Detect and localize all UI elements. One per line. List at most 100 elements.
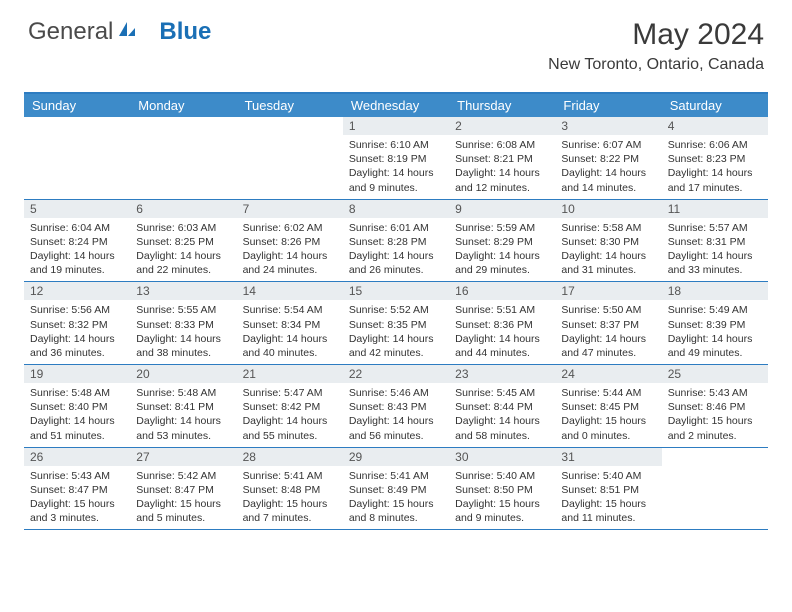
day-number: 20 [130, 365, 236, 383]
day-number: 12 [24, 282, 130, 300]
day-header: Sunday [24, 94, 130, 117]
day-body: Sunrise: 6:01 AMSunset: 8:28 PMDaylight:… [343, 218, 449, 282]
logo-text-general: General [28, 18, 113, 46]
logo-sail-icon [117, 20, 137, 45]
day-number: 11 [662, 200, 768, 218]
day-header: Tuesday [237, 94, 343, 117]
day-number: 25 [662, 365, 768, 383]
day-cell: 2Sunrise: 6:08 AMSunset: 8:21 PMDaylight… [449, 117, 555, 199]
day-header: Monday [130, 94, 236, 117]
day-number: 15 [343, 282, 449, 300]
day-cell: 26Sunrise: 5:43 AMSunset: 8:47 PMDayligh… [24, 448, 130, 530]
day-number: 23 [449, 365, 555, 383]
day-number: 19 [24, 365, 130, 383]
day-number: 28 [237, 448, 343, 466]
day-cell: 16Sunrise: 5:51 AMSunset: 8:36 PMDayligh… [449, 282, 555, 364]
calendar: SundayMondayTuesdayWednesdayThursdayFrid… [24, 92, 768, 530]
day-cell: 4Sunrise: 6:06 AMSunset: 8:23 PMDaylight… [662, 117, 768, 199]
day-body: Sunrise: 5:52 AMSunset: 8:35 PMDaylight:… [343, 300, 449, 364]
day-body: Sunrise: 6:06 AMSunset: 8:23 PMDaylight:… [662, 135, 768, 199]
day-body: Sunrise: 6:10 AMSunset: 8:19 PMDaylight:… [343, 135, 449, 199]
day-number: 18 [662, 282, 768, 300]
day-body: Sunrise: 6:04 AMSunset: 8:24 PMDaylight:… [24, 218, 130, 282]
day-cell: 30Sunrise: 5:40 AMSunset: 8:50 PMDayligh… [449, 448, 555, 530]
day-body: Sunrise: 6:02 AMSunset: 8:26 PMDaylight:… [237, 218, 343, 282]
day-header: Friday [555, 94, 661, 117]
month-title: May 2024 [548, 18, 764, 52]
day-cell: 25Sunrise: 5:43 AMSunset: 8:46 PMDayligh… [662, 365, 768, 447]
day-number: 13 [130, 282, 236, 300]
day-body: Sunrise: 5:40 AMSunset: 8:51 PMDaylight:… [555, 466, 661, 530]
logo-text-blue: Blue [159, 18, 211, 46]
day-cell: 15Sunrise: 5:52 AMSunset: 8:35 PMDayligh… [343, 282, 449, 364]
day-number: 8 [343, 200, 449, 218]
day-body: Sunrise: 5:40 AMSunset: 8:50 PMDaylight:… [449, 466, 555, 530]
week-row: ...1Sunrise: 6:10 AMSunset: 8:19 PMDayli… [24, 117, 768, 200]
day-number: 24 [555, 365, 661, 383]
day-cell: 22Sunrise: 5:46 AMSunset: 8:43 PMDayligh… [343, 365, 449, 447]
day-cell: 23Sunrise: 5:45 AMSunset: 8:44 PMDayligh… [449, 365, 555, 447]
day-cell: 31Sunrise: 5:40 AMSunset: 8:51 PMDayligh… [555, 448, 661, 530]
day-header: Thursday [449, 94, 555, 117]
day-body: Sunrise: 5:59 AMSunset: 8:29 PMDaylight:… [449, 218, 555, 282]
day-cell: . [237, 117, 343, 199]
location: New Toronto, Ontario, Canada [548, 56, 764, 74]
day-cell: 12Sunrise: 5:56 AMSunset: 8:32 PMDayligh… [24, 282, 130, 364]
day-cell: . [24, 117, 130, 199]
day-body: Sunrise: 5:47 AMSunset: 8:42 PMDaylight:… [237, 383, 343, 447]
day-body: Sunrise: 5:42 AMSunset: 8:47 PMDaylight:… [130, 466, 236, 530]
day-cell: 27Sunrise: 5:42 AMSunset: 8:47 PMDayligh… [130, 448, 236, 530]
day-body: Sunrise: 5:48 AMSunset: 8:40 PMDaylight:… [24, 383, 130, 447]
day-body: Sunrise: 5:51 AMSunset: 8:36 PMDaylight:… [449, 300, 555, 364]
day-number: 16 [449, 282, 555, 300]
day-number: 21 [237, 365, 343, 383]
day-body: Sunrise: 5:44 AMSunset: 8:45 PMDaylight:… [555, 383, 661, 447]
day-number: 30 [449, 448, 555, 466]
day-header-row: SundayMondayTuesdayWednesdayThursdayFrid… [24, 94, 768, 117]
logo: General Blue [28, 18, 211, 46]
day-cell: 13Sunrise: 5:55 AMSunset: 8:33 PMDayligh… [130, 282, 236, 364]
week-row: 5Sunrise: 6:04 AMSunset: 8:24 PMDaylight… [24, 200, 768, 283]
day-body: Sunrise: 6:07 AMSunset: 8:22 PMDaylight:… [555, 135, 661, 199]
day-cell: 14Sunrise: 5:54 AMSunset: 8:34 PMDayligh… [237, 282, 343, 364]
day-cell: 1Sunrise: 6:10 AMSunset: 8:19 PMDaylight… [343, 117, 449, 199]
week-row: 12Sunrise: 5:56 AMSunset: 8:32 PMDayligh… [24, 282, 768, 365]
day-cell: 8Sunrise: 6:01 AMSunset: 8:28 PMDaylight… [343, 200, 449, 282]
day-cell: 29Sunrise: 5:41 AMSunset: 8:49 PMDayligh… [343, 448, 449, 530]
week-row: 26Sunrise: 5:43 AMSunset: 8:47 PMDayligh… [24, 448, 768, 531]
day-body: Sunrise: 5:49 AMSunset: 8:39 PMDaylight:… [662, 300, 768, 364]
day-number: 14 [237, 282, 343, 300]
day-body: Sunrise: 5:54 AMSunset: 8:34 PMDaylight:… [237, 300, 343, 364]
day-cell: 7Sunrise: 6:02 AMSunset: 8:26 PMDaylight… [237, 200, 343, 282]
title-block: May 2024 New Toronto, Ontario, Canada [548, 18, 764, 74]
day-number: 5 [24, 200, 130, 218]
day-body: Sunrise: 5:46 AMSunset: 8:43 PMDaylight:… [343, 383, 449, 447]
week-row: 19Sunrise: 5:48 AMSunset: 8:40 PMDayligh… [24, 365, 768, 448]
day-number: 22 [343, 365, 449, 383]
day-body: Sunrise: 5:43 AMSunset: 8:46 PMDaylight:… [662, 383, 768, 447]
day-number: 7 [237, 200, 343, 218]
day-number: 27 [130, 448, 236, 466]
day-cell: 28Sunrise: 5:41 AMSunset: 8:48 PMDayligh… [237, 448, 343, 530]
day-number: 29 [343, 448, 449, 466]
day-cell: 5Sunrise: 6:04 AMSunset: 8:24 PMDaylight… [24, 200, 130, 282]
day-body: Sunrise: 5:41 AMSunset: 8:49 PMDaylight:… [343, 466, 449, 530]
day-header: Wednesday [343, 94, 449, 117]
day-cell: 17Sunrise: 5:50 AMSunset: 8:37 PMDayligh… [555, 282, 661, 364]
day-number: 1 [343, 117, 449, 135]
day-cell: 6Sunrise: 6:03 AMSunset: 8:25 PMDaylight… [130, 200, 236, 282]
day-body: Sunrise: 5:57 AMSunset: 8:31 PMDaylight:… [662, 218, 768, 282]
day-body: Sunrise: 6:03 AMSunset: 8:25 PMDaylight:… [130, 218, 236, 282]
day-number: 9 [449, 200, 555, 218]
day-cell: 10Sunrise: 5:58 AMSunset: 8:30 PMDayligh… [555, 200, 661, 282]
weeks-container: ...1Sunrise: 6:10 AMSunset: 8:19 PMDayli… [24, 117, 768, 530]
day-number: 10 [555, 200, 661, 218]
day-cell: . [662, 448, 768, 530]
day-cell: 19Sunrise: 5:48 AMSunset: 8:40 PMDayligh… [24, 365, 130, 447]
day-cell: 21Sunrise: 5:47 AMSunset: 8:42 PMDayligh… [237, 365, 343, 447]
day-cell: 18Sunrise: 5:49 AMSunset: 8:39 PMDayligh… [662, 282, 768, 364]
day-number: 17 [555, 282, 661, 300]
day-number: 2 [449, 117, 555, 135]
day-body: Sunrise: 5:50 AMSunset: 8:37 PMDaylight:… [555, 300, 661, 364]
day-body: Sunrise: 5:48 AMSunset: 8:41 PMDaylight:… [130, 383, 236, 447]
